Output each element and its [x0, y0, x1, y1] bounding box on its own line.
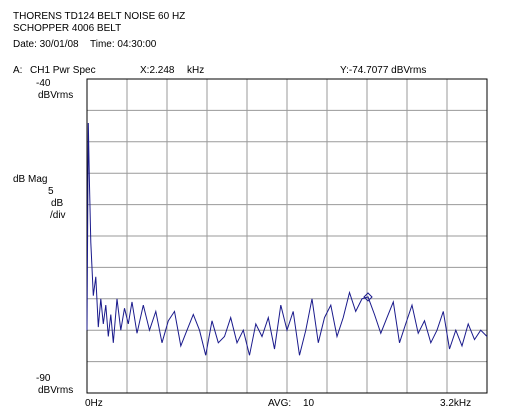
x-readout-unit: kHz	[187, 65, 205, 76]
trace-label: A:	[13, 65, 23, 76]
y-mode-label: dB Mag	[13, 174, 48, 185]
title-line-2: SCHOPPER 4006 BELT	[13, 23, 122, 34]
avg-value: 10	[303, 398, 315, 409]
y-scale-unit: dB	[51, 198, 64, 209]
y-scale-per-div: /div	[50, 210, 66, 221]
x-start-label: 0Hz	[85, 398, 103, 409]
x-readout: X:2.248	[140, 65, 175, 76]
y-top-unit: dBVrms	[38, 90, 74, 101]
spectrum-trace	[86, 122, 488, 356]
title-line-1: THORENS TD124 BELT NOISE 60 HZ	[13, 11, 186, 22]
plot-frame	[86, 78, 488, 394]
y-bottom-unit: dBVrms	[38, 385, 74, 396]
time-label: Time: 04:30:00	[90, 39, 157, 50]
plot-grid	[87, 79, 487, 393]
y-scale-value: 5	[48, 186, 54, 197]
y-top-value: -40	[36, 78, 51, 89]
measurement-label: CH1 Pwr Spec	[30, 65, 96, 76]
marker-diamond-icon	[363, 292, 373, 302]
y-bottom-value: -90	[36, 373, 51, 384]
y-readout: Y:-74.7077 dBVrms	[340, 65, 427, 76]
avg-label: AVG:	[268, 398, 292, 409]
x-end-label: 3.2kHz	[440, 398, 472, 409]
date-label: Date: 30/01/08	[13, 39, 79, 50]
